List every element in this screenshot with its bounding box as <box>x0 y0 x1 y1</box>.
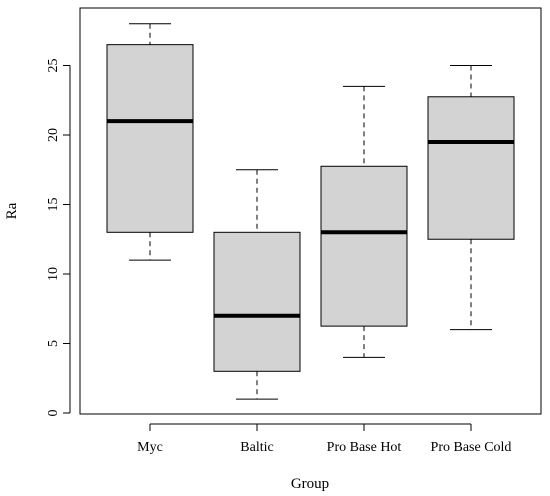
x-tick-label: Pro Base Cold <box>431 440 512 455</box>
iqr-box <box>106 44 194 233</box>
x-axis: Myc Baltic Pro Base Hot Pro Base Cold <box>137 423 512 455</box>
y-tick-label: 20 <box>46 128 61 142</box>
box-pro-base-hot <box>320 85 408 358</box>
y-tick-label: 5 <box>46 340 61 347</box>
x-tick-label: Pro Base Hot <box>327 440 402 455</box>
box-baltic <box>213 169 301 400</box>
box-pro-base-cold <box>427 65 515 331</box>
y-tick-label: 15 <box>46 198 61 212</box>
y-axis: 0 5 10 15 20 25 <box>46 59 71 417</box>
x-tick-label: Myc <box>137 440 163 455</box>
y-tick-label: 0 <box>46 410 61 417</box>
boxes-layer <box>106 23 515 400</box>
y-axis-title: Ra <box>4 202 20 219</box>
y-tick-label: 25 <box>46 59 61 73</box>
x-axis-title: Group <box>291 476 329 492</box>
iqr-box <box>320 165 408 327</box>
iqr-box <box>213 231 301 372</box>
iqr-box <box>427 96 515 240</box>
x-tick-label: Baltic <box>240 440 273 455</box>
plot-frame <box>79 7 542 415</box>
box-myc <box>106 23 194 261</box>
y-tick-label: 10 <box>46 267 61 281</box>
